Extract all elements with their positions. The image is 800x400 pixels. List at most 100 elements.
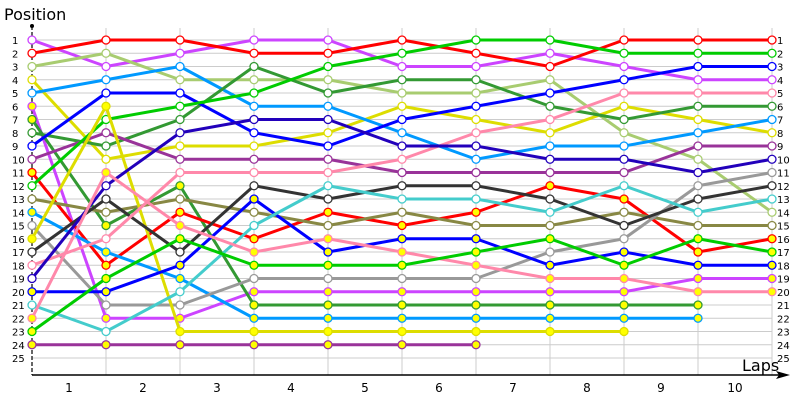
data-point: [767, 234, 777, 244]
data-point: [397, 273, 407, 284]
y-tick-label-right: 9: [777, 142, 783, 153]
data-point: [249, 207, 259, 217]
data-point: [619, 35, 629, 45]
data-point: [619, 300, 629, 310]
data-point: [249, 128, 259, 138]
data-point: [101, 247, 111, 257]
data-point: [397, 154, 407, 164]
data-point: [619, 207, 629, 217]
data-point: [767, 114, 777, 125]
data-point: [767, 247, 777, 257]
y-tick-label-right: 20: [777, 288, 790, 299]
data-point: [27, 128, 37, 138]
x-tick-label: 2: [139, 381, 147, 395]
data-point: [101, 181, 111, 191]
data-point: [693, 287, 703, 297]
data-point: [175, 247, 185, 257]
data-point: [397, 167, 407, 178]
data-point: [27, 88, 37, 98]
data-point: [619, 114, 629, 125]
series-23: [27, 234, 777, 337]
series-21: [27, 181, 777, 337]
data-point: [323, 220, 333, 231]
data-point: [545, 273, 555, 284]
data-point: [693, 207, 703, 217]
y-tick-label-right: 7: [777, 116, 783, 127]
data-point: [27, 194, 37, 204]
x-tick-label: 6: [435, 381, 443, 395]
data-point: [27, 340, 37, 350]
data-point: [175, 287, 185, 297]
data-point: [397, 141, 407, 151]
data-point: [693, 167, 703, 178]
data-point: [545, 300, 555, 310]
y-tick-label-right: 6: [777, 102, 783, 113]
data-point: [693, 194, 703, 204]
data-point: [545, 61, 555, 72]
data-point: [323, 167, 333, 178]
data-point: [767, 61, 777, 72]
y-tick-label-right: 24: [777, 341, 790, 352]
data-point: [101, 273, 111, 284]
data-point: [175, 101, 185, 111]
y-tick-label-right: 10: [777, 155, 790, 166]
y-axis-title: Position: [4, 5, 66, 24]
data-point: [249, 154, 259, 164]
data-point: [249, 75, 259, 85]
data-point: [397, 340, 407, 350]
data-point: [27, 141, 37, 151]
data-point: [323, 48, 333, 58]
data-point: [767, 181, 777, 191]
data-point: [101, 88, 111, 98]
data-point: [175, 154, 185, 164]
data-point: [101, 326, 111, 337]
data-point: [693, 48, 703, 58]
data-point: [323, 75, 333, 85]
data-point: [693, 61, 703, 72]
y-axis-end-icon: [30, 24, 34, 28]
data-point: [619, 48, 629, 58]
data-point: [619, 234, 629, 244]
data-point: [323, 141, 333, 151]
data-point: [249, 313, 259, 323]
data-point: [101, 61, 111, 72]
data-point: [619, 313, 629, 323]
y-tick-label-left: 2: [12, 49, 18, 60]
y-tick-label-left: 12: [12, 182, 25, 193]
data-point: [249, 273, 259, 284]
data-point: [767, 141, 777, 151]
data-point: [545, 247, 555, 257]
data-point: [619, 220, 629, 231]
data-point: [27, 207, 37, 217]
data-point: [249, 247, 259, 257]
data-point: [619, 101, 629, 111]
y-tick-label-left: 3: [12, 63, 18, 74]
data-point: [397, 260, 407, 270]
data-point: [323, 61, 333, 72]
data-point: [767, 101, 777, 111]
x-tick-label: 10: [727, 381, 742, 395]
y-tick-label-left: 19: [12, 275, 25, 286]
data-point: [397, 61, 407, 72]
data-point: [545, 181, 555, 191]
data-point: [27, 234, 37, 244]
data-point: [27, 75, 37, 85]
y-tick-label-left: 24: [12, 341, 25, 352]
data-point: [175, 48, 185, 58]
y-tick-label-right: 22: [777, 314, 790, 325]
data-point: [693, 313, 703, 323]
data-point: [693, 300, 703, 310]
data-point: [249, 260, 259, 270]
data-point: [323, 128, 333, 138]
x-tick-label: 7: [509, 381, 517, 395]
y-tick-label-right: 8: [777, 129, 783, 140]
data-point: [323, 326, 333, 337]
data-point: [101, 75, 111, 85]
data-point: [323, 207, 333, 217]
data-point: [27, 101, 37, 111]
data-point: [397, 101, 407, 111]
y-tick-label-right: 25: [777, 354, 790, 365]
series-5: [27, 61, 777, 164]
